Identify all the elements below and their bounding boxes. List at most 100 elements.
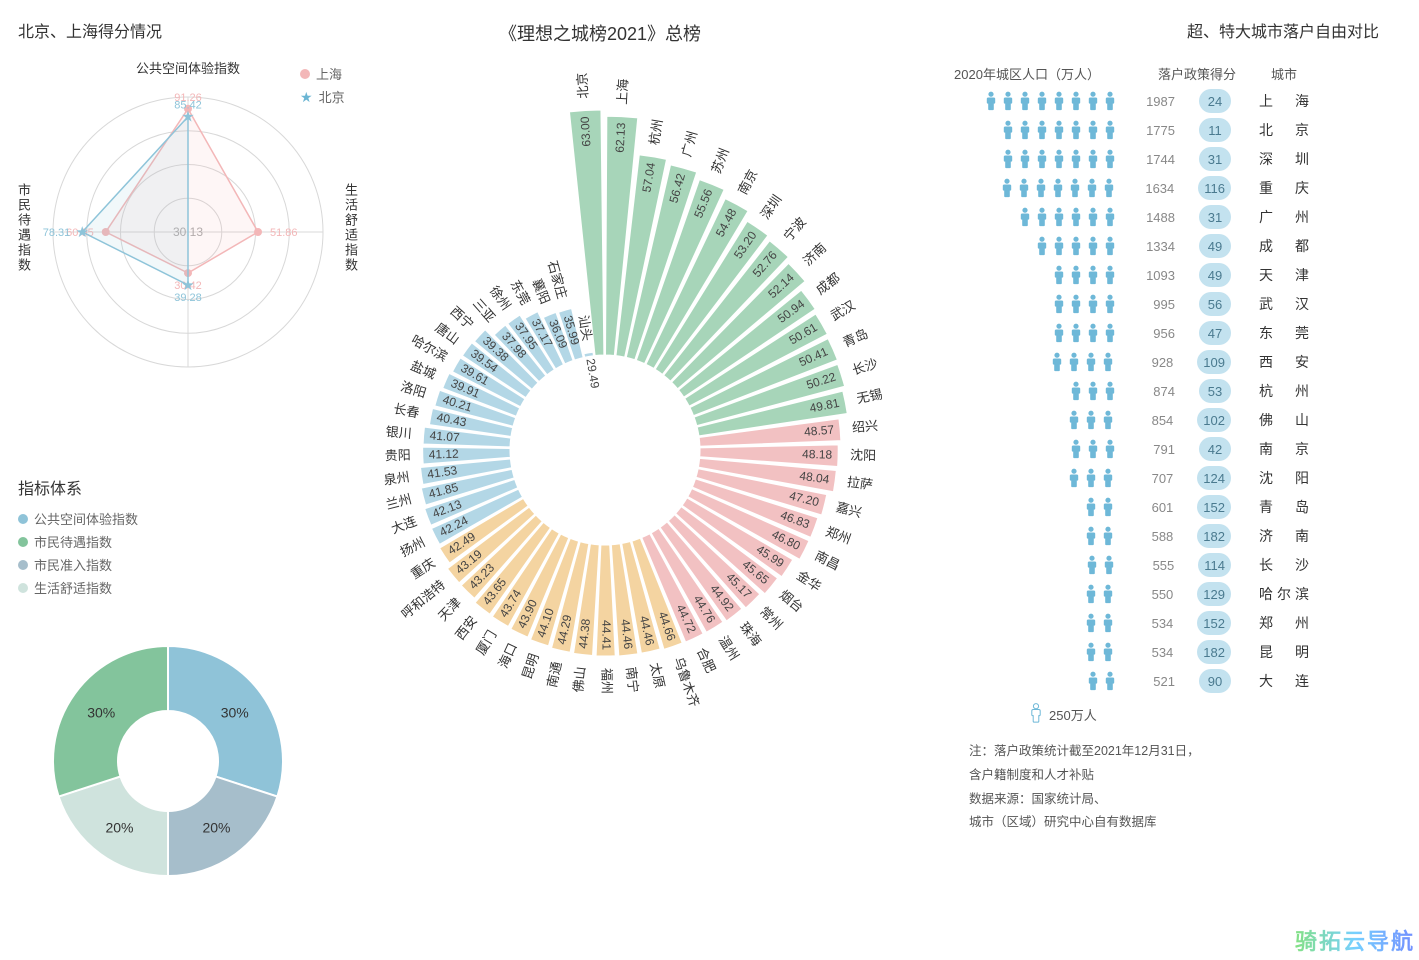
dot-icon (18, 583, 28, 593)
pop-icons (957, 671, 1117, 691)
score-badge: 53 (1199, 379, 1231, 403)
donut-panel: 指标体系 公共空间体验指数市民待遇指数市民准入指数生活舒适指数 30%20%20… (18, 475, 318, 886)
dot-icon (18, 560, 28, 570)
svg-text:太原: 太原 (647, 661, 667, 690)
note-line: 数据来源：国家统计局、 (969, 788, 1309, 812)
radial-title: 《理想之城榜2021》总榜 (400, 20, 800, 46)
city-row: 956 47 东莞 (909, 321, 1309, 345)
svg-text:待: 待 (18, 213, 31, 228)
city-row: 1775 11 北京 (909, 118, 1309, 142)
pop-value: 707 (1125, 471, 1173, 486)
legend-label: 生活舒适指数 (34, 578, 112, 597)
freedom-panel: 超、特大城市落户自由对比 2020年城区人口（万人） 落户政策得分 城市 198… (909, 18, 1309, 835)
city-name: 南京 (1259, 439, 1309, 459)
svg-text:指: 指 (18, 243, 31, 258)
pop-icons (955, 526, 1115, 546)
donut-legend-item: 公共空间体验指数 (18, 509, 318, 528)
freedom-notes: 注：落户政策统计截至2021年12月31日，含户籍制度和人才补贴数据来源：国家统… (969, 740, 1309, 835)
city-name: 北京 (1259, 120, 1309, 140)
city-row: 1634 116 重庆 (909, 176, 1309, 200)
svg-text:温州: 温州 (716, 633, 742, 663)
city-name: 哈尔滨 (1259, 584, 1309, 604)
pop-value: 1634 (1126, 181, 1174, 196)
city-name: 济南 (1259, 526, 1309, 546)
pop-icons (955, 410, 1115, 430)
svg-text:20%: 20% (105, 820, 133, 836)
svg-text:大连: 大连 (389, 513, 419, 536)
city-name: 长沙 (1259, 555, 1309, 575)
pop-icons (957, 149, 1117, 169)
pop-icons (955, 642, 1115, 662)
svg-text:武汉: 武汉 (828, 297, 858, 323)
svg-text:乌鲁木齐: 乌鲁木齐 (671, 655, 702, 709)
pop-icons (955, 613, 1115, 633)
pop-icons (955, 497, 1115, 517)
pop-icons (955, 468, 1115, 488)
city-row: 928 109 西安 (909, 350, 1309, 374)
svg-text:20%: 20% (202, 820, 230, 836)
freedom-title: 超、特大城市落户自由对比 (909, 18, 1379, 42)
pop-icons (957, 381, 1117, 401)
svg-text:长春: 长春 (392, 401, 420, 421)
pop-icons (955, 352, 1115, 372)
pop-value: 1093 (1127, 268, 1175, 283)
pop-value: 1744 (1127, 152, 1175, 167)
svg-text:南宁: 南宁 (623, 666, 641, 694)
svg-text:北京: 北京 (574, 72, 590, 99)
city-row: 555 114 长沙 (909, 553, 1309, 577)
pop-icons (956, 178, 1116, 198)
svg-text:青岛: 青岛 (840, 326, 870, 350)
svg-text:39.28: 39.28 (174, 292, 202, 304)
score-badge: 11 (1199, 118, 1231, 142)
svg-text:48.18: 48.18 (802, 447, 833, 462)
score-badge: 31 (1199, 147, 1231, 171)
city-row: 1093 49 天津 (909, 263, 1309, 287)
svg-text:珠海: 珠海 (737, 619, 765, 649)
pop-value: 521 (1127, 674, 1175, 689)
donut-legend-item: 生活舒适指数 (18, 578, 318, 597)
score-badge: 109 (1197, 350, 1231, 374)
city-row: 874 53 杭州 (909, 379, 1309, 403)
score-badge: 152 (1197, 611, 1231, 635)
score-badge: 24 (1199, 89, 1231, 113)
svg-text:厦门: 厦门 (473, 628, 499, 658)
city-name: 西安 (1259, 352, 1309, 372)
svg-text:29.49: 29.49 (583, 357, 602, 389)
pop-icons (957, 91, 1117, 111)
svg-text:拉萨: 拉萨 (846, 474, 874, 492)
city-row: 791 42 南京 (909, 437, 1309, 461)
svg-text:南京: 南京 (735, 167, 761, 197)
svg-text:合肥: 合肥 (694, 645, 719, 675)
svg-text:嘉兴: 嘉兴 (834, 499, 863, 520)
freedom-rows: 1987 24 上海 1775 11 北京 (909, 89, 1309, 693)
svg-text:长沙: 长沙 (850, 356, 879, 378)
city-row: 534 152 郑州 (909, 611, 1309, 635)
svg-text:佛山: 佛山 (570, 666, 588, 693)
svg-text:盐城: 盐城 (408, 358, 438, 382)
svg-text:30%: 30% (87, 705, 115, 721)
svg-text:44.41: 44.41 (599, 620, 613, 650)
svg-text:金华: 金华 (794, 568, 824, 595)
city-name: 武汉 (1259, 294, 1309, 314)
city-name: 广州 (1259, 207, 1309, 227)
city-row: 601 152 青岛 (909, 495, 1309, 519)
score-badge: 42 (1199, 437, 1231, 461)
svg-text:南通: 南通 (544, 660, 564, 689)
svg-text:沈阳: 沈阳 (850, 447, 876, 463)
city-row: 534 182 昆明 (909, 640, 1309, 664)
svg-text:银川: 银川 (385, 424, 412, 441)
pop-icons (957, 294, 1117, 314)
score-badge: 31 (1199, 205, 1231, 229)
note-line: 含户籍制度和人才补贴 (969, 764, 1309, 788)
city-name: 昆明 (1259, 642, 1309, 662)
city-name: 成都 (1259, 236, 1309, 256)
unit-legend: 250万人 (1029, 703, 1309, 726)
legend-label: 市民待遇指数 (34, 532, 112, 551)
dot-icon (18, 537, 28, 547)
score-badge: 124 (1197, 466, 1231, 490)
city-name: 上海 (1259, 91, 1309, 111)
svg-text:上海: 上海 (614, 78, 630, 105)
score-badge: 47 (1199, 321, 1231, 345)
svg-text:常州: 常州 (757, 604, 786, 633)
city-row: 707 124 沈阳 (909, 466, 1309, 490)
